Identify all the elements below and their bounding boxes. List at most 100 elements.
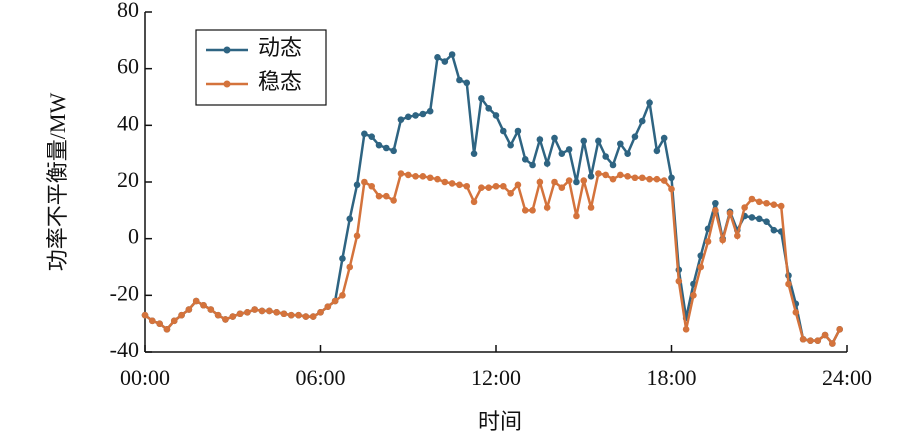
x-tick-label: 06:00 xyxy=(295,365,345,390)
point xyxy=(448,180,456,187)
point xyxy=(748,214,756,221)
point xyxy=(485,184,492,191)
point xyxy=(529,161,536,169)
point xyxy=(317,309,324,316)
series-line xyxy=(144,172,841,346)
point xyxy=(799,335,807,343)
point xyxy=(668,185,675,193)
point xyxy=(697,263,705,271)
point xyxy=(763,218,770,225)
point xyxy=(529,207,536,214)
point xyxy=(558,184,566,191)
y-tick-label: 80 xyxy=(117,0,139,22)
point xyxy=(309,313,317,320)
point xyxy=(719,236,726,244)
point xyxy=(551,134,558,142)
point xyxy=(397,170,405,177)
point xyxy=(426,107,434,115)
x-axis-label: 时间 xyxy=(478,409,522,434)
point xyxy=(755,198,763,206)
point xyxy=(514,181,522,189)
point xyxy=(470,198,478,206)
point xyxy=(287,311,295,319)
point xyxy=(419,110,427,118)
point xyxy=(434,54,441,61)
point xyxy=(543,204,551,211)
point xyxy=(251,306,258,313)
point xyxy=(536,136,544,143)
point xyxy=(521,207,529,214)
point xyxy=(353,232,361,240)
y-tick-label: 0 xyxy=(128,224,139,249)
point xyxy=(514,127,522,135)
point xyxy=(587,204,595,211)
point xyxy=(814,337,822,344)
point xyxy=(829,340,836,347)
point xyxy=(573,212,580,220)
point xyxy=(624,173,631,180)
x-tick-label: 18:00 xyxy=(646,365,696,390)
point xyxy=(500,182,507,190)
point xyxy=(346,263,354,271)
x-tick-label: 12:00 xyxy=(471,365,521,390)
point xyxy=(609,161,617,169)
point xyxy=(375,141,383,149)
point xyxy=(456,76,463,84)
point xyxy=(660,134,668,142)
point xyxy=(682,326,690,333)
point xyxy=(624,150,631,157)
point xyxy=(178,311,185,319)
point xyxy=(836,326,843,333)
point xyxy=(631,133,639,140)
point xyxy=(170,317,178,325)
point xyxy=(412,173,419,180)
point xyxy=(507,141,514,149)
point xyxy=(404,113,412,121)
point xyxy=(383,144,390,152)
point xyxy=(712,207,719,214)
point xyxy=(595,137,602,145)
point xyxy=(346,215,354,223)
point xyxy=(755,215,763,223)
point xyxy=(383,192,390,200)
point xyxy=(244,309,251,316)
point xyxy=(712,199,719,207)
point xyxy=(565,146,573,153)
point xyxy=(375,192,383,200)
x-tick-label: 00:00 xyxy=(120,365,170,390)
point xyxy=(660,177,668,184)
point xyxy=(412,112,419,119)
point xyxy=(368,182,375,190)
point xyxy=(361,178,368,186)
point xyxy=(726,209,734,217)
y-tick-label: 60 xyxy=(117,54,139,79)
point xyxy=(536,178,544,186)
point xyxy=(470,150,478,157)
point xyxy=(456,181,463,189)
y-tick-label: 40 xyxy=(117,110,139,135)
point xyxy=(280,310,288,318)
point xyxy=(404,171,412,179)
legend-label: 稳态 xyxy=(258,69,302,94)
point xyxy=(595,170,602,177)
point xyxy=(617,140,624,148)
point xyxy=(668,174,675,182)
point xyxy=(478,95,485,102)
point xyxy=(653,147,661,155)
point xyxy=(638,174,646,182)
point xyxy=(339,255,346,262)
point xyxy=(441,178,449,186)
point xyxy=(734,232,741,240)
point xyxy=(236,310,244,318)
point xyxy=(485,105,492,112)
point xyxy=(207,306,215,313)
legend-label: 动态 xyxy=(258,35,302,60)
point xyxy=(324,303,332,310)
point xyxy=(156,320,163,327)
point xyxy=(222,316,229,323)
y-tick-label: -40 xyxy=(110,337,139,362)
point xyxy=(646,99,653,106)
point xyxy=(353,181,361,189)
point xyxy=(748,195,756,203)
